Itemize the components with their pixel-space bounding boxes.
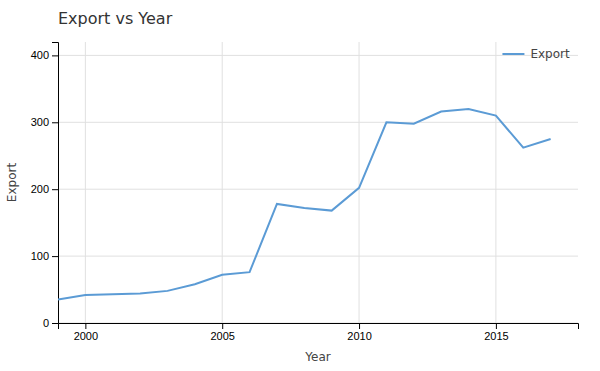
- line: [58, 109, 551, 300]
- y-axis-tick-mark: [52, 122, 58, 123]
- y-axis: 0 100 200 300 400: [31, 43, 59, 330]
- legend-item: Export: [502, 47, 570, 61]
- y-axis-tick: 300: [31, 116, 58, 128]
- x-axis-tick-mark: [85, 323, 86, 329]
- grid-line-y: [58, 55, 578, 56]
- x-axis-tick-label: 2005: [210, 330, 234, 342]
- grid: [58, 42, 578, 323]
- y-axis-tick-label: 400: [31, 49, 49, 61]
- y-axis-tick-mark: [52, 256, 58, 257]
- y-axis-title: Export: [5, 163, 19, 203]
- y-axis-tick: 100: [31, 250, 58, 262]
- y-axis-tick-label: 300: [31, 116, 49, 128]
- x-axis-tick-mark: [222, 323, 223, 329]
- x-axis-tick: 2000: [74, 323, 98, 342]
- plot-area: 2000 2005 2010 2015 0 100 200 300 400 Export: [31, 42, 579, 342]
- y-axis-tick-label: 100: [31, 250, 49, 262]
- grid-line-x: [222, 42, 223, 323]
- x-axis-tick: 2010: [347, 323, 371, 342]
- legend: Export: [502, 47, 570, 61]
- legend-swatch: [502, 53, 524, 55]
- x-axis: 2000 2005 2010 2015: [59, 323, 579, 342]
- x-axis-line: [59, 324, 579, 330]
- grid-line-y: [58, 256, 578, 257]
- y-axis-tick-mark: [52, 323, 58, 324]
- x-axis-tick-label: 2015: [484, 330, 508, 342]
- legend-label: Export: [530, 47, 570, 61]
- x-axis-tick-label: 2010: [347, 330, 371, 342]
- y-axis-tick: 200: [31, 183, 58, 195]
- title: Export vs Year: [58, 9, 173, 28]
- grid-line-x: [495, 42, 496, 323]
- x-axis-tick: 2005: [210, 323, 234, 342]
- y-axis-tick-label: 0: [43, 317, 49, 329]
- grid-line-y: [58, 189, 578, 190]
- y-axis-tick: 400: [31, 49, 58, 61]
- y-axis-tick-label: 200: [31, 183, 49, 195]
- y-axis-line: [52, 43, 59, 324]
- x-axis-tick-mark: [496, 323, 497, 329]
- y-axis-tick-mark: [52, 189, 58, 190]
- grid-line-x: [359, 42, 360, 323]
- chart: 2000 2005 2010 2015 0 100 200 300 400 Export Expor…: [0, 0, 600, 371]
- x-axis-tick-mark: [359, 323, 360, 329]
- x-axis-title: Year: [304, 350, 330, 364]
- grid-line-x: [85, 42, 86, 323]
- y-axis-tick: 0: [43, 317, 58, 329]
- marks: [58, 109, 551, 300]
- x-axis-tick-label: 2000: [74, 330, 98, 342]
- y-axis-tick-mark: [52, 55, 58, 56]
- x-axis-tick: 2015: [484, 323, 508, 342]
